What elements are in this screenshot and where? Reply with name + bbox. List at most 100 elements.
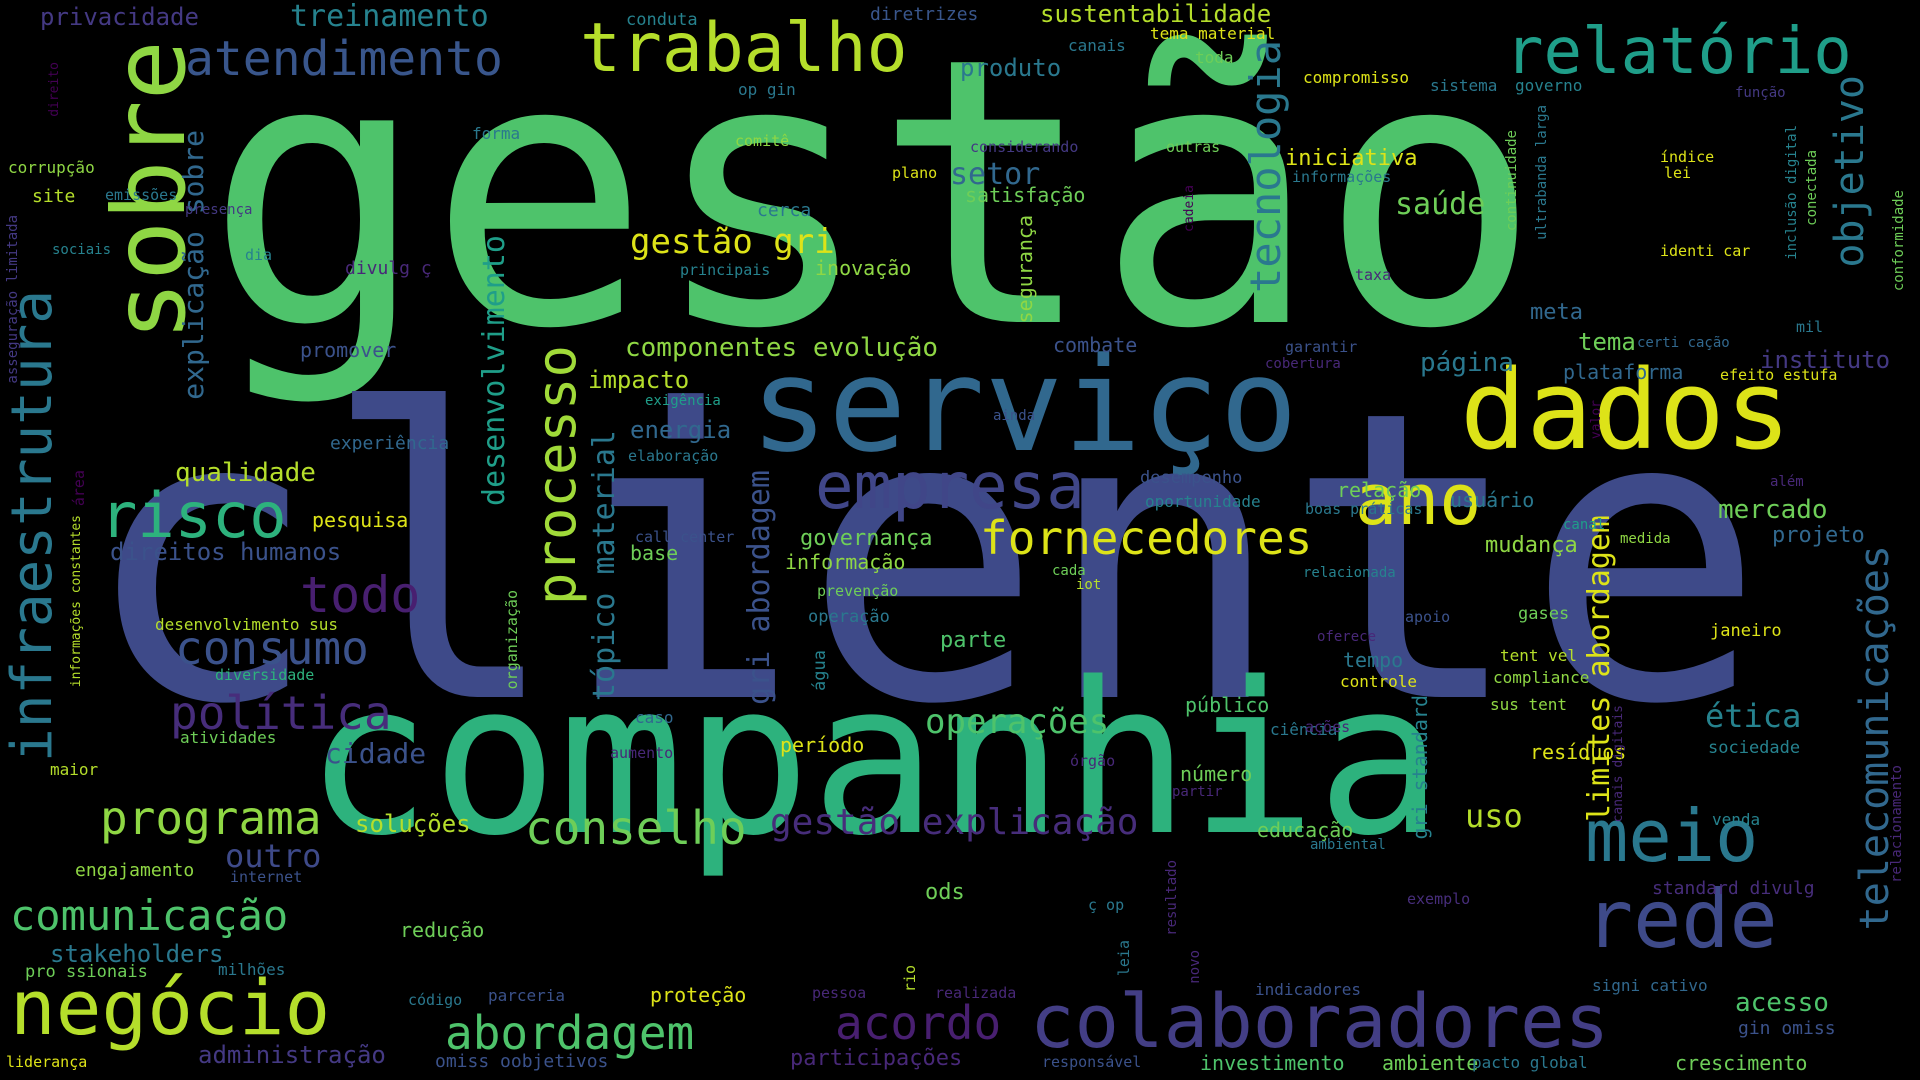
word: conduta [626, 10, 698, 30]
word: resíduos [1530, 740, 1627, 764]
word: inovação [815, 256, 912, 280]
word: standard divulg [1652, 878, 1815, 899]
word: sistema [1430, 76, 1498, 95]
word: ç op [1088, 896, 1125, 914]
word: taxa [1355, 266, 1392, 284]
word: acesso [1735, 988, 1829, 1018]
word: garantir [1285, 338, 1358, 356]
word: dados [1460, 346, 1792, 474]
word: exemplo [1407, 890, 1471, 908]
word: serviço [750, 329, 1298, 481]
word: informação [785, 550, 906, 574]
word: ambiente [1382, 1051, 1479, 1075]
word: pessoa [812, 984, 867, 1002]
word: conformidade [1891, 190, 1907, 292]
word: iot [1076, 577, 1102, 593]
word: promover [300, 338, 397, 362]
word: informações [1292, 168, 1392, 186]
word: explicação sobre [177, 130, 210, 400]
word: outras [1166, 138, 1221, 156]
word: asseguração limitada [5, 215, 21, 384]
word: relação [1337, 478, 1422, 502]
word: componentes evolução [625, 333, 939, 363]
word: número [1180, 762, 1253, 786]
word: gri abordagem [742, 470, 777, 705]
word: site [32, 186, 76, 207]
word: canal [1563, 517, 1606, 533]
word: trabalho [580, 9, 908, 88]
word: mercado [1718, 495, 1828, 525]
word: maior [50, 760, 99, 779]
word: aumento [610, 744, 674, 762]
word: canais [1068, 36, 1126, 55]
word: tópico material [587, 430, 622, 701]
word: responsável [1042, 1053, 1142, 1071]
word: direitos humanos [110, 538, 342, 566]
word: projeto [1772, 523, 1865, 548]
word: cidade [325, 737, 427, 770]
word: caso [635, 708, 674, 727]
word: omiss oobjetivos [435, 1051, 609, 1072]
word: valor [1589, 400, 1604, 440]
word: ultrabanda larga [1534, 105, 1550, 240]
word: tent vel [1500, 646, 1578, 665]
word: liderança [6, 1053, 88, 1071]
word: novo [1187, 950, 1203, 984]
word: educação [1257, 818, 1354, 842]
word: cada [1052, 563, 1086, 579]
word: função [1735, 85, 1786, 101]
word: presença [185, 202, 253, 218]
word: apoio [1405, 608, 1451, 626]
word: meio [1585, 794, 1759, 878]
word: área [70, 470, 88, 507]
word: desenvolvimento [477, 235, 512, 506]
word: todo [300, 566, 421, 624]
word: objetivo [1827, 75, 1873, 268]
word: comunicação [10, 891, 289, 940]
word: cadeia [1182, 185, 1197, 232]
word: direito [47, 62, 62, 117]
word: fornecedores [980, 511, 1313, 565]
word: cobertura [1265, 356, 1341, 372]
word: base [630, 541, 679, 565]
word: administração [198, 1041, 386, 1069]
word: iniciativa [1285, 146, 1418, 171]
word: instituto [1760, 346, 1891, 374]
word: proteção [650, 983, 747, 1007]
word: corrupção [8, 158, 95, 177]
word: resultado [1164, 860, 1180, 936]
word: janeiro [1710, 621, 1782, 641]
word: inclusão digital [1784, 125, 1800, 260]
word: ods [925, 880, 965, 905]
word: abordagem [445, 1006, 695, 1060]
word: conselho [525, 801, 747, 855]
word: emissões [105, 186, 178, 204]
word: período [780, 733, 865, 757]
word: treinamento [290, 0, 489, 34]
word: público [1185, 693, 1270, 717]
word: milhões [218, 960, 286, 979]
word: organização [503, 590, 521, 690]
word: tempo [1343, 648, 1404, 672]
word: tema material [1150, 24, 1276, 43]
word: exigência [645, 393, 721, 409]
word: conectada [1804, 150, 1820, 226]
word: diversidade [215, 666, 315, 684]
word: energia [630, 416, 732, 444]
word: soluções [355, 810, 471, 838]
word: ainda [993, 408, 1036, 424]
word: dia [245, 246, 273, 264]
word: crescimento [1675, 1051, 1808, 1075]
word: relacionada [1303, 565, 1396, 581]
word: redução [400, 918, 485, 942]
word: mudança [1485, 533, 1578, 558]
word: prevenção [817, 582, 899, 600]
word: ações [1305, 718, 1351, 736]
word: diretrizes [870, 4, 979, 25]
word: signi cativo [1592, 976, 1708, 995]
word: partir [1172, 784, 1223, 800]
word: principais [680, 261, 771, 279]
word: risco [100, 479, 287, 552]
word: cerca [757, 200, 812, 221]
